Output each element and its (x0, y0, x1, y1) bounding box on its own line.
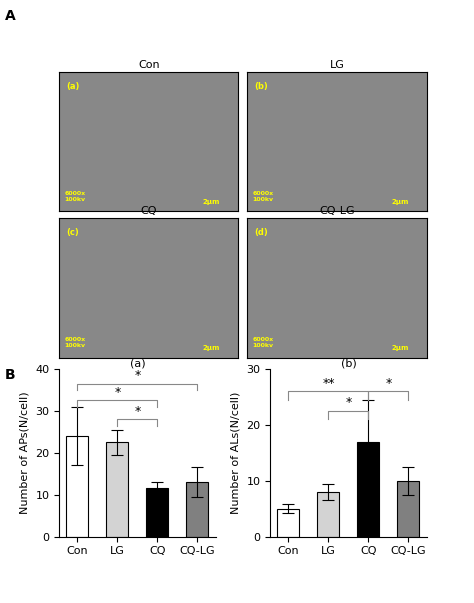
Text: 2μm: 2μm (203, 198, 220, 204)
Text: 6000x
100kv: 6000x 100kv (64, 191, 86, 202)
Text: 2μm: 2μm (391, 198, 409, 204)
Title: LG: LG (329, 60, 345, 70)
Text: B: B (5, 368, 15, 382)
Y-axis label: Number of APs(N/cell): Number of APs(N/cell) (20, 391, 30, 514)
Bar (66, 436, 88, 537)
Y-axis label: Number of ALs(N/cell): Number of ALs(N/cell) (231, 391, 241, 514)
Text: 6000x
100kv: 6000x 100kv (253, 337, 274, 348)
Bar (318, 492, 339, 537)
Text: (c): (c) (66, 228, 79, 237)
Text: *: * (134, 405, 140, 418)
Bar (277, 509, 300, 537)
Text: **: ** (322, 377, 335, 390)
Bar (357, 441, 380, 537)
Title: CQ: CQ (141, 206, 157, 216)
Text: 2μm: 2μm (391, 345, 409, 350)
Title: (b): (b) (340, 358, 356, 368)
Bar (146, 488, 168, 537)
Text: 6000x
100kv: 6000x 100kv (253, 191, 274, 202)
Text: *: * (385, 377, 392, 390)
Text: (b): (b) (255, 82, 268, 91)
Text: *: * (346, 396, 352, 409)
Title: CQ-LG: CQ-LG (319, 206, 355, 216)
Text: 2μm: 2μm (203, 345, 220, 350)
Bar (398, 481, 419, 537)
Text: *: * (114, 386, 120, 399)
Text: *: * (134, 369, 140, 382)
Text: 6000x
100kv: 6000x 100kv (64, 337, 86, 348)
Text: (a): (a) (66, 82, 80, 91)
Text: A: A (5, 9, 16, 23)
Title: (a): (a) (129, 358, 145, 368)
Title: Con: Con (138, 60, 160, 70)
Text: (d): (d) (255, 228, 268, 237)
Bar (106, 442, 128, 537)
Bar (186, 482, 209, 537)
